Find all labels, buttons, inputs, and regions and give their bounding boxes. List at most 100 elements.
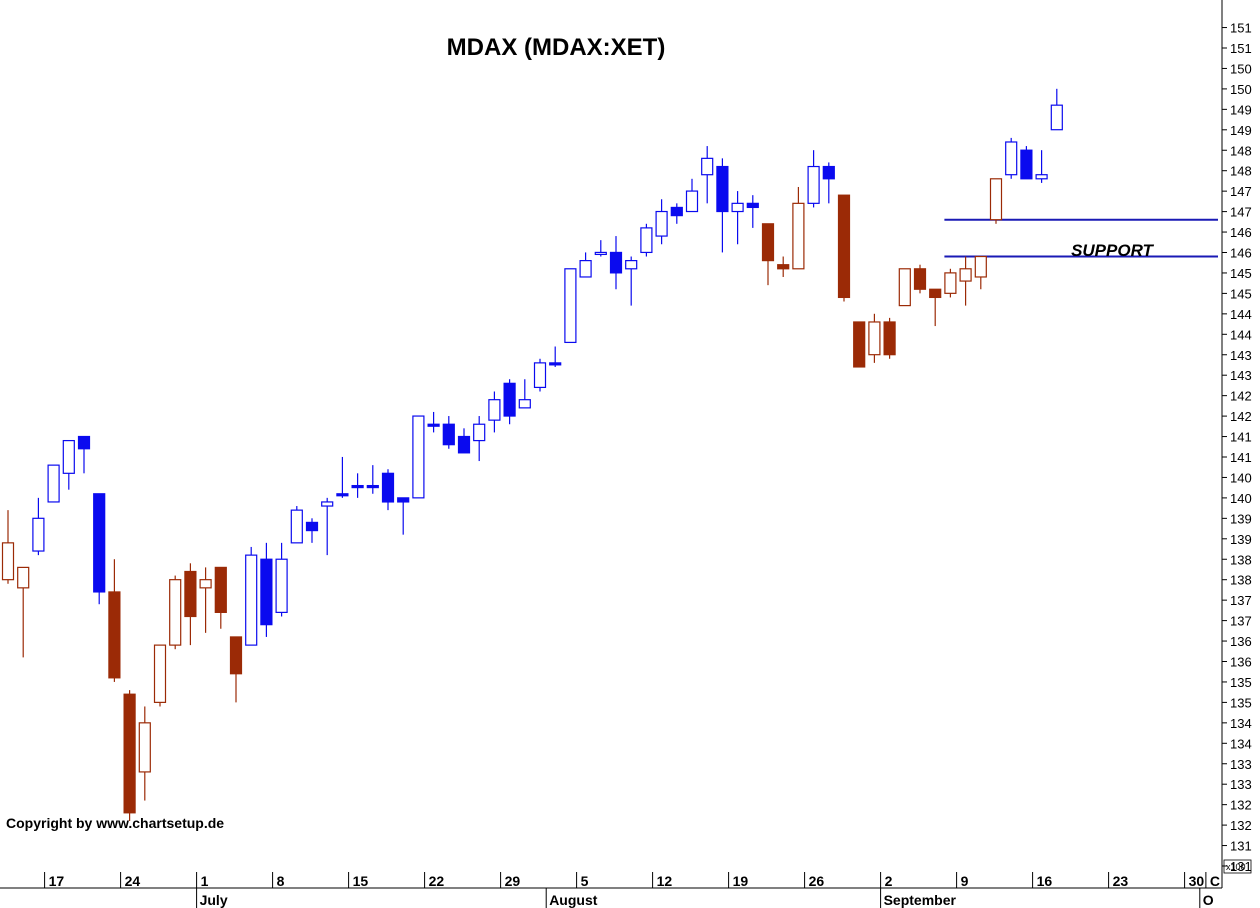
y-tick-label: 136 (1230, 634, 1252, 649)
candle (913, 264, 927, 294)
candle-body (62, 439, 75, 474)
y-tick-label: 151 (1230, 21, 1252, 36)
candle (184, 563, 197, 646)
y-tick-label: 149 (1230, 102, 1252, 117)
y-tick-label: 149 (1230, 123, 1252, 138)
candle (655, 199, 668, 245)
candle (214, 566, 227, 629)
candle-body (442, 423, 455, 446)
candle (336, 456, 349, 498)
copyright-text: Copyright by www.chartsetup.de (6, 815, 224, 831)
candle-body (214, 566, 227, 613)
candle-body (959, 268, 972, 282)
month-label: August (549, 892, 598, 908)
y-tick-label: 138 (1230, 573, 1252, 588)
candle-body (640, 227, 653, 254)
candle (199, 567, 212, 633)
candle (792, 186, 805, 270)
candle (746, 195, 759, 228)
candle (169, 575, 182, 650)
candle-body (685, 190, 699, 213)
y-tick-label: 138 (1230, 552, 1252, 567)
y-tick-label: 131 (1230, 859, 1252, 874)
candle-body (761, 223, 775, 262)
candle-body (1020, 149, 1033, 180)
y-tick-label: 142 (1230, 409, 1252, 424)
y-tick-label: 148 (1230, 164, 1252, 179)
candle (1020, 146, 1033, 180)
candle (47, 464, 60, 503)
candle-body (321, 501, 334, 507)
candle (1035, 150, 1048, 183)
candle-body (929, 288, 942, 299)
y-tick-label: 145 (1230, 286, 1252, 301)
candle-body (1035, 174, 1048, 180)
candle (883, 317, 896, 359)
candle-body (1050, 104, 1063, 131)
x-tick-label: 5 (581, 873, 589, 889)
y-tick-label: 144 (1230, 327, 1252, 342)
candle-body (457, 435, 471, 454)
candle-body (837, 194, 851, 299)
candle (305, 518, 319, 543)
candle-body (153, 644, 167, 703)
candle-body (670, 206, 683, 217)
candle (442, 416, 455, 449)
y-tick-label: 146 (1230, 225, 1252, 240)
x-tick-label: 16 (1037, 873, 1053, 889)
y-tick-label: 146 (1230, 246, 1252, 261)
candle (670, 203, 683, 224)
candle-body (366, 484, 379, 489)
y-axis: 131 131 132 132 133 133 134 134 135 135 136 136 137 1… (1221, 0, 1252, 888)
candle (62, 439, 75, 490)
y-tick-label: 147 (1230, 205, 1252, 220)
chart-title: MDAX (MDAX:XET) (447, 34, 666, 61)
candle-body (822, 165, 835, 180)
candle (412, 415, 425, 499)
candle-body (898, 268, 911, 307)
candle (32, 497, 45, 556)
candle (457, 428, 471, 454)
y-tick-label: 134 (1230, 736, 1252, 751)
candle (229, 636, 243, 703)
candle (564, 268, 577, 344)
candle (898, 268, 911, 307)
support-annotation: SUPPORT (1071, 241, 1154, 260)
y-tick-label: 144 (1230, 307, 1252, 322)
y-tick-label: 131 (1230, 839, 1252, 854)
candle (1, 510, 15, 584)
candle (138, 706, 151, 801)
candle (381, 469, 395, 511)
candle (518, 379, 531, 409)
candle-body (777, 264, 790, 270)
y-tick-label: 137 (1230, 593, 1252, 608)
candle-body (579, 260, 592, 278)
candle-body (199, 579, 212, 589)
candle-body (883, 321, 896, 356)
candle-body (609, 251, 623, 274)
candle (351, 473, 364, 498)
y-tick-label: 135 (1230, 675, 1252, 690)
candle (290, 506, 303, 544)
candle-body (260, 558, 273, 626)
candle-body (792, 202, 805, 270)
y-tick-label: 140 (1230, 470, 1252, 485)
candle-body (275, 558, 288, 613)
candles (1, 88, 1063, 822)
candle (321, 497, 334, 556)
candle (731, 191, 744, 245)
x-tick-label: 15 (353, 873, 369, 889)
candle-body (503, 382, 516, 417)
candle (989, 178, 1003, 224)
y-tick-label: 140 (1230, 491, 1252, 506)
candle (93, 493, 106, 605)
y-tick-label: 133 (1230, 777, 1252, 792)
y-tick-label: 143 (1230, 348, 1252, 363)
x-tick-label: 2 (885, 873, 893, 889)
candle (822, 162, 835, 204)
y-tick-label: 135 (1230, 695, 1252, 710)
y-tick-label: 150 (1230, 61, 1252, 76)
candle-body (77, 435, 91, 450)
candle-body (473, 423, 486, 442)
